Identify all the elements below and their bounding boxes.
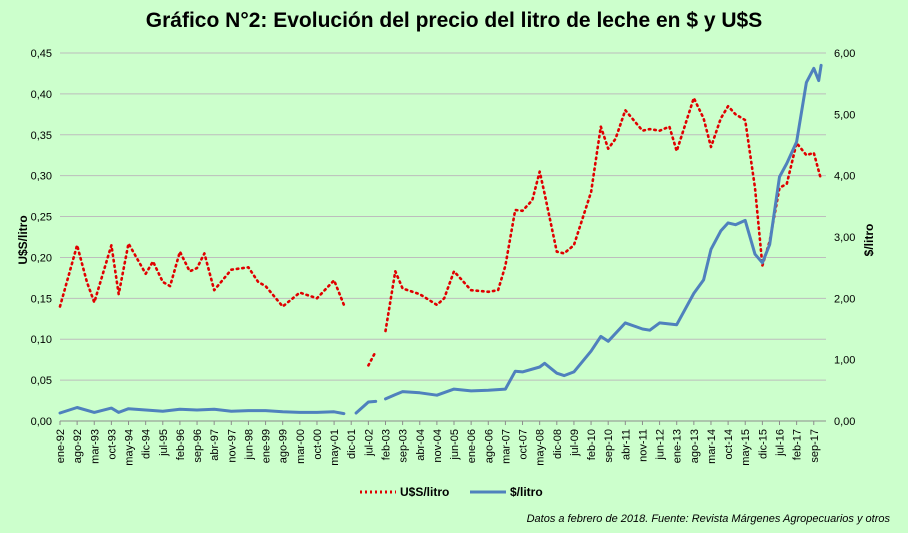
x-tick-label: jun-05 <box>449 429 461 461</box>
x-tick-label: ene-99 <box>261 429 273 463</box>
x-tick-label: may-94 <box>124 429 136 466</box>
x-tick-label: ene-13 <box>672 429 684 463</box>
x-tick-label: sep-17 <box>809 429 821 463</box>
right-tick-label: 2,00 <box>834 293 855 305</box>
x-tick-label: oct-07 <box>518 429 530 460</box>
x-tick-label: sep-03 <box>398 429 410 463</box>
right-axis-ticks: 0,00 1,00 2,00 3,00 4,00 5,00 6,00 <box>834 48 855 428</box>
x-tick-label: nov-11 <box>637 429 649 462</box>
x-tick-label: mar-14 <box>706 429 718 464</box>
x-tick-label: abr-97 <box>209 429 221 461</box>
right-tick-label: 6,00 <box>834 48 855 60</box>
x-tick-label: dic-01 <box>346 429 358 459</box>
x-tick-label: oct-00 <box>312 429 324 460</box>
left-tick-label: 0,15 <box>31 293 52 305</box>
chart-title: Gráfico N°2: Evolución del precio del li… <box>146 9 762 32</box>
source-note: Datos a febrero de 2018. Fuente: Revista… <box>527 513 891 525</box>
x-tick-label: jun-12 <box>655 429 667 461</box>
gridlines <box>60 52 826 422</box>
x-tick-label: jun-98 <box>243 429 255 461</box>
x-tick-label: ago-13 <box>689 429 701 463</box>
right-tick-label: 3,00 <box>834 232 855 244</box>
x-tick-label: jul-16 <box>775 429 787 457</box>
x-tick-label: sep-96 <box>192 429 204 463</box>
left-tick-label: 0,25 <box>31 212 52 224</box>
x-tick-label: sep-10 <box>603 429 615 463</box>
x-tick-label: mar-07 <box>500 429 512 464</box>
left-tick-label: 0,05 <box>31 375 52 387</box>
x-tick-label: ene-06 <box>466 429 478 463</box>
x-tick-label: jul-02 <box>363 429 375 457</box>
x-tick-label: nov-04 <box>432 429 444 463</box>
legend-label-usd: U$S/litro <box>400 485 449 499</box>
x-tick-label: feb-96 <box>175 429 187 460</box>
series-layer <box>58 63 823 416</box>
legend: U$S/litro $/litro <box>360 485 543 499</box>
x-tick-label: abr-04 <box>415 429 427 461</box>
x-tick-label: may-01 <box>329 429 341 466</box>
left-tick-label: 0,30 <box>31 171 52 183</box>
left-tick-label: 0,35 <box>31 130 52 142</box>
x-tick-label: abr-11 <box>620 429 632 460</box>
x-tick-label: may-08 <box>535 429 547 466</box>
right-tick-label: 5,00 <box>834 109 855 121</box>
right-tick-label: 4,00 <box>834 171 855 183</box>
x-tick-label: ago-92 <box>72 429 84 463</box>
right-tick-label: 0,00 <box>834 416 855 428</box>
series-line-ars <box>354 399 378 415</box>
series-line-ars <box>384 63 823 401</box>
x-tick-label: mar-00 <box>295 429 307 464</box>
left-tick-label: 0,40 <box>31 89 52 101</box>
x-tick-label: feb-17 <box>792 429 804 460</box>
right-axis-label: $/litro <box>862 224 876 257</box>
x-tick-label: dic-94 <box>141 429 153 459</box>
x-tick-label: mar-93 <box>89 429 101 464</box>
x-tick-label: jul-95 <box>158 429 170 457</box>
series-line-usd <box>58 242 346 308</box>
series-line-usd <box>384 96 823 333</box>
left-axis-label: U$S/litro <box>16 215 30 264</box>
x-tick-label: dic-08 <box>552 429 564 459</box>
x-tick-label: feb-10 <box>586 429 598 460</box>
x-tick-label: ago-99 <box>278 429 290 463</box>
x-tick-label: ago-06 <box>483 429 495 463</box>
series-line-usd <box>367 350 377 367</box>
x-tick-label: nov-97 <box>226 429 238 463</box>
series-line-ars <box>58 406 346 416</box>
left-tick-label: 0,20 <box>31 252 52 264</box>
x-axis-ticks: ene-92 ago-92 mar-93 oct-93 may-94 dic-94 jul-… <box>55 421 821 466</box>
x-tick-label: jul-09 <box>569 429 581 457</box>
x-tick-label: ene-92 <box>55 429 67 463</box>
left-tick-label: 0,45 <box>31 48 52 60</box>
x-tick-label: dic-15 <box>757 429 769 459</box>
left-axis-ticks: 0,00 0,05 0,10 0,15 0,20 0,25 0,30 0,35 0,40 0,45 <box>31 48 52 428</box>
left-tick-label: 0,00 <box>31 416 52 428</box>
left-tick-label: 0,10 <box>31 334 52 346</box>
x-tick-label: may-15 <box>740 429 752 466</box>
x-tick-label: oct-14 <box>723 429 735 460</box>
legend-label-ars: $/litro <box>510 485 543 499</box>
x-tick-label: feb-03 <box>380 429 392 460</box>
x-tick-label: oct-93 <box>106 429 118 460</box>
right-tick-label: 1,00 <box>834 355 855 367</box>
